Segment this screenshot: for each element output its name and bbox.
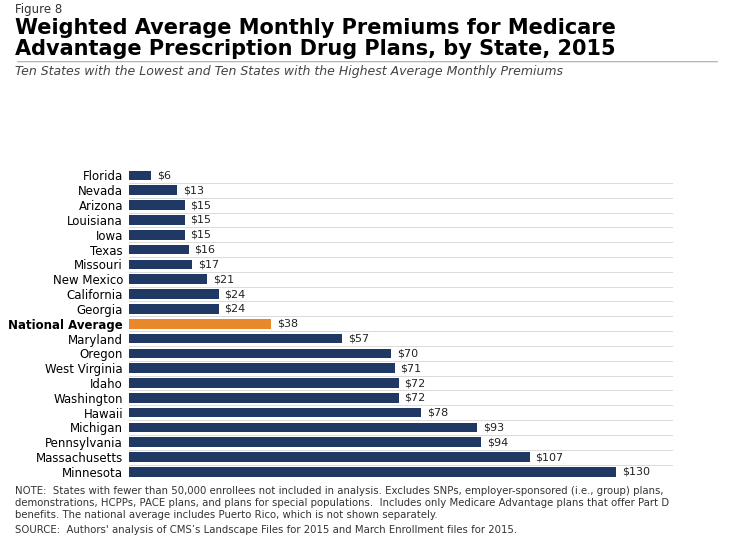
Text: $15: $15	[190, 200, 212, 210]
Text: FOUNDATION: FOUNDATION	[660, 525, 700, 530]
Text: $21: $21	[213, 274, 234, 284]
Text: FAMILY: FAMILY	[659, 510, 702, 520]
Bar	[129, 319, 271, 328]
Bar	[129, 334, 343, 343]
Text: $78: $78	[427, 408, 448, 418]
Text: $24: $24	[224, 289, 245, 299]
Text: Advantage Prescription Drug Plans, by State, 2015: Advantage Prescription Drug Plans, by St…	[15, 39, 615, 58]
Bar	[129, 201, 185, 210]
Text: $93: $93	[483, 423, 504, 433]
Bar	[129, 378, 398, 388]
Text: $6: $6	[157, 170, 171, 181]
Bar	[129, 349, 391, 358]
Text: $16: $16	[194, 245, 215, 255]
Bar	[129, 186, 177, 195]
Text: $38: $38	[277, 318, 298, 329]
Text: $24: $24	[224, 304, 245, 314]
Bar	[129, 452, 530, 462]
Bar	[129, 423, 478, 433]
Text: $72: $72	[404, 378, 426, 388]
Text: KAISER: KAISER	[658, 497, 703, 507]
Bar	[129, 289, 218, 299]
Text: demonstrations, HCPPs, PACE plans, and plans for special populations.  Includes : demonstrations, HCPPs, PACE plans, and p…	[15, 498, 669, 508]
Text: Ten States with the Lowest and Ten States with the Highest Average Monthly Premi: Ten States with the Lowest and Ten State…	[15, 65, 563, 78]
Bar	[129, 437, 481, 447]
Text: benefits. The national average includes Puerto Rico, which is not shown separate: benefits. The national average includes …	[15, 510, 437, 520]
Text: THE HENRY J.: THE HENRY J.	[661, 487, 700, 491]
Text: $57: $57	[348, 333, 369, 343]
Bar	[129, 215, 185, 225]
Text: $130: $130	[622, 467, 650, 477]
Text: $72: $72	[404, 393, 426, 403]
Bar	[129, 467, 616, 477]
Bar	[129, 363, 395, 373]
Text: $71: $71	[401, 363, 422, 373]
Bar	[129, 260, 193, 269]
Text: $107: $107	[536, 452, 564, 462]
Text: $70: $70	[397, 348, 418, 358]
Text: SOURCE:  Authors' analysis of CMS’s Landscape Files for 2015 and March Enrollmen: SOURCE: Authors' analysis of CMS’s Lands…	[15, 525, 517, 534]
Text: $94: $94	[487, 437, 508, 447]
Text: $15: $15	[190, 215, 212, 225]
Bar	[129, 245, 189, 255]
Text: $15: $15	[190, 230, 212, 240]
Text: Figure 8: Figure 8	[15, 3, 62, 16]
Bar	[129, 408, 421, 418]
Bar	[129, 393, 398, 403]
Text: NOTE:  States with fewer than 50,000 enrollees not included in analysis. Exclude: NOTE: States with fewer than 50,000 enro…	[15, 486, 663, 496]
Text: Weighted Average Monthly Premiums for Medicare: Weighted Average Monthly Premiums for Me…	[15, 18, 616, 37]
Text: $13: $13	[183, 185, 204, 195]
Text: $17: $17	[198, 260, 219, 269]
Bar	[129, 274, 207, 284]
Bar	[129, 171, 151, 180]
Bar	[129, 304, 218, 314]
Bar	[129, 230, 185, 240]
